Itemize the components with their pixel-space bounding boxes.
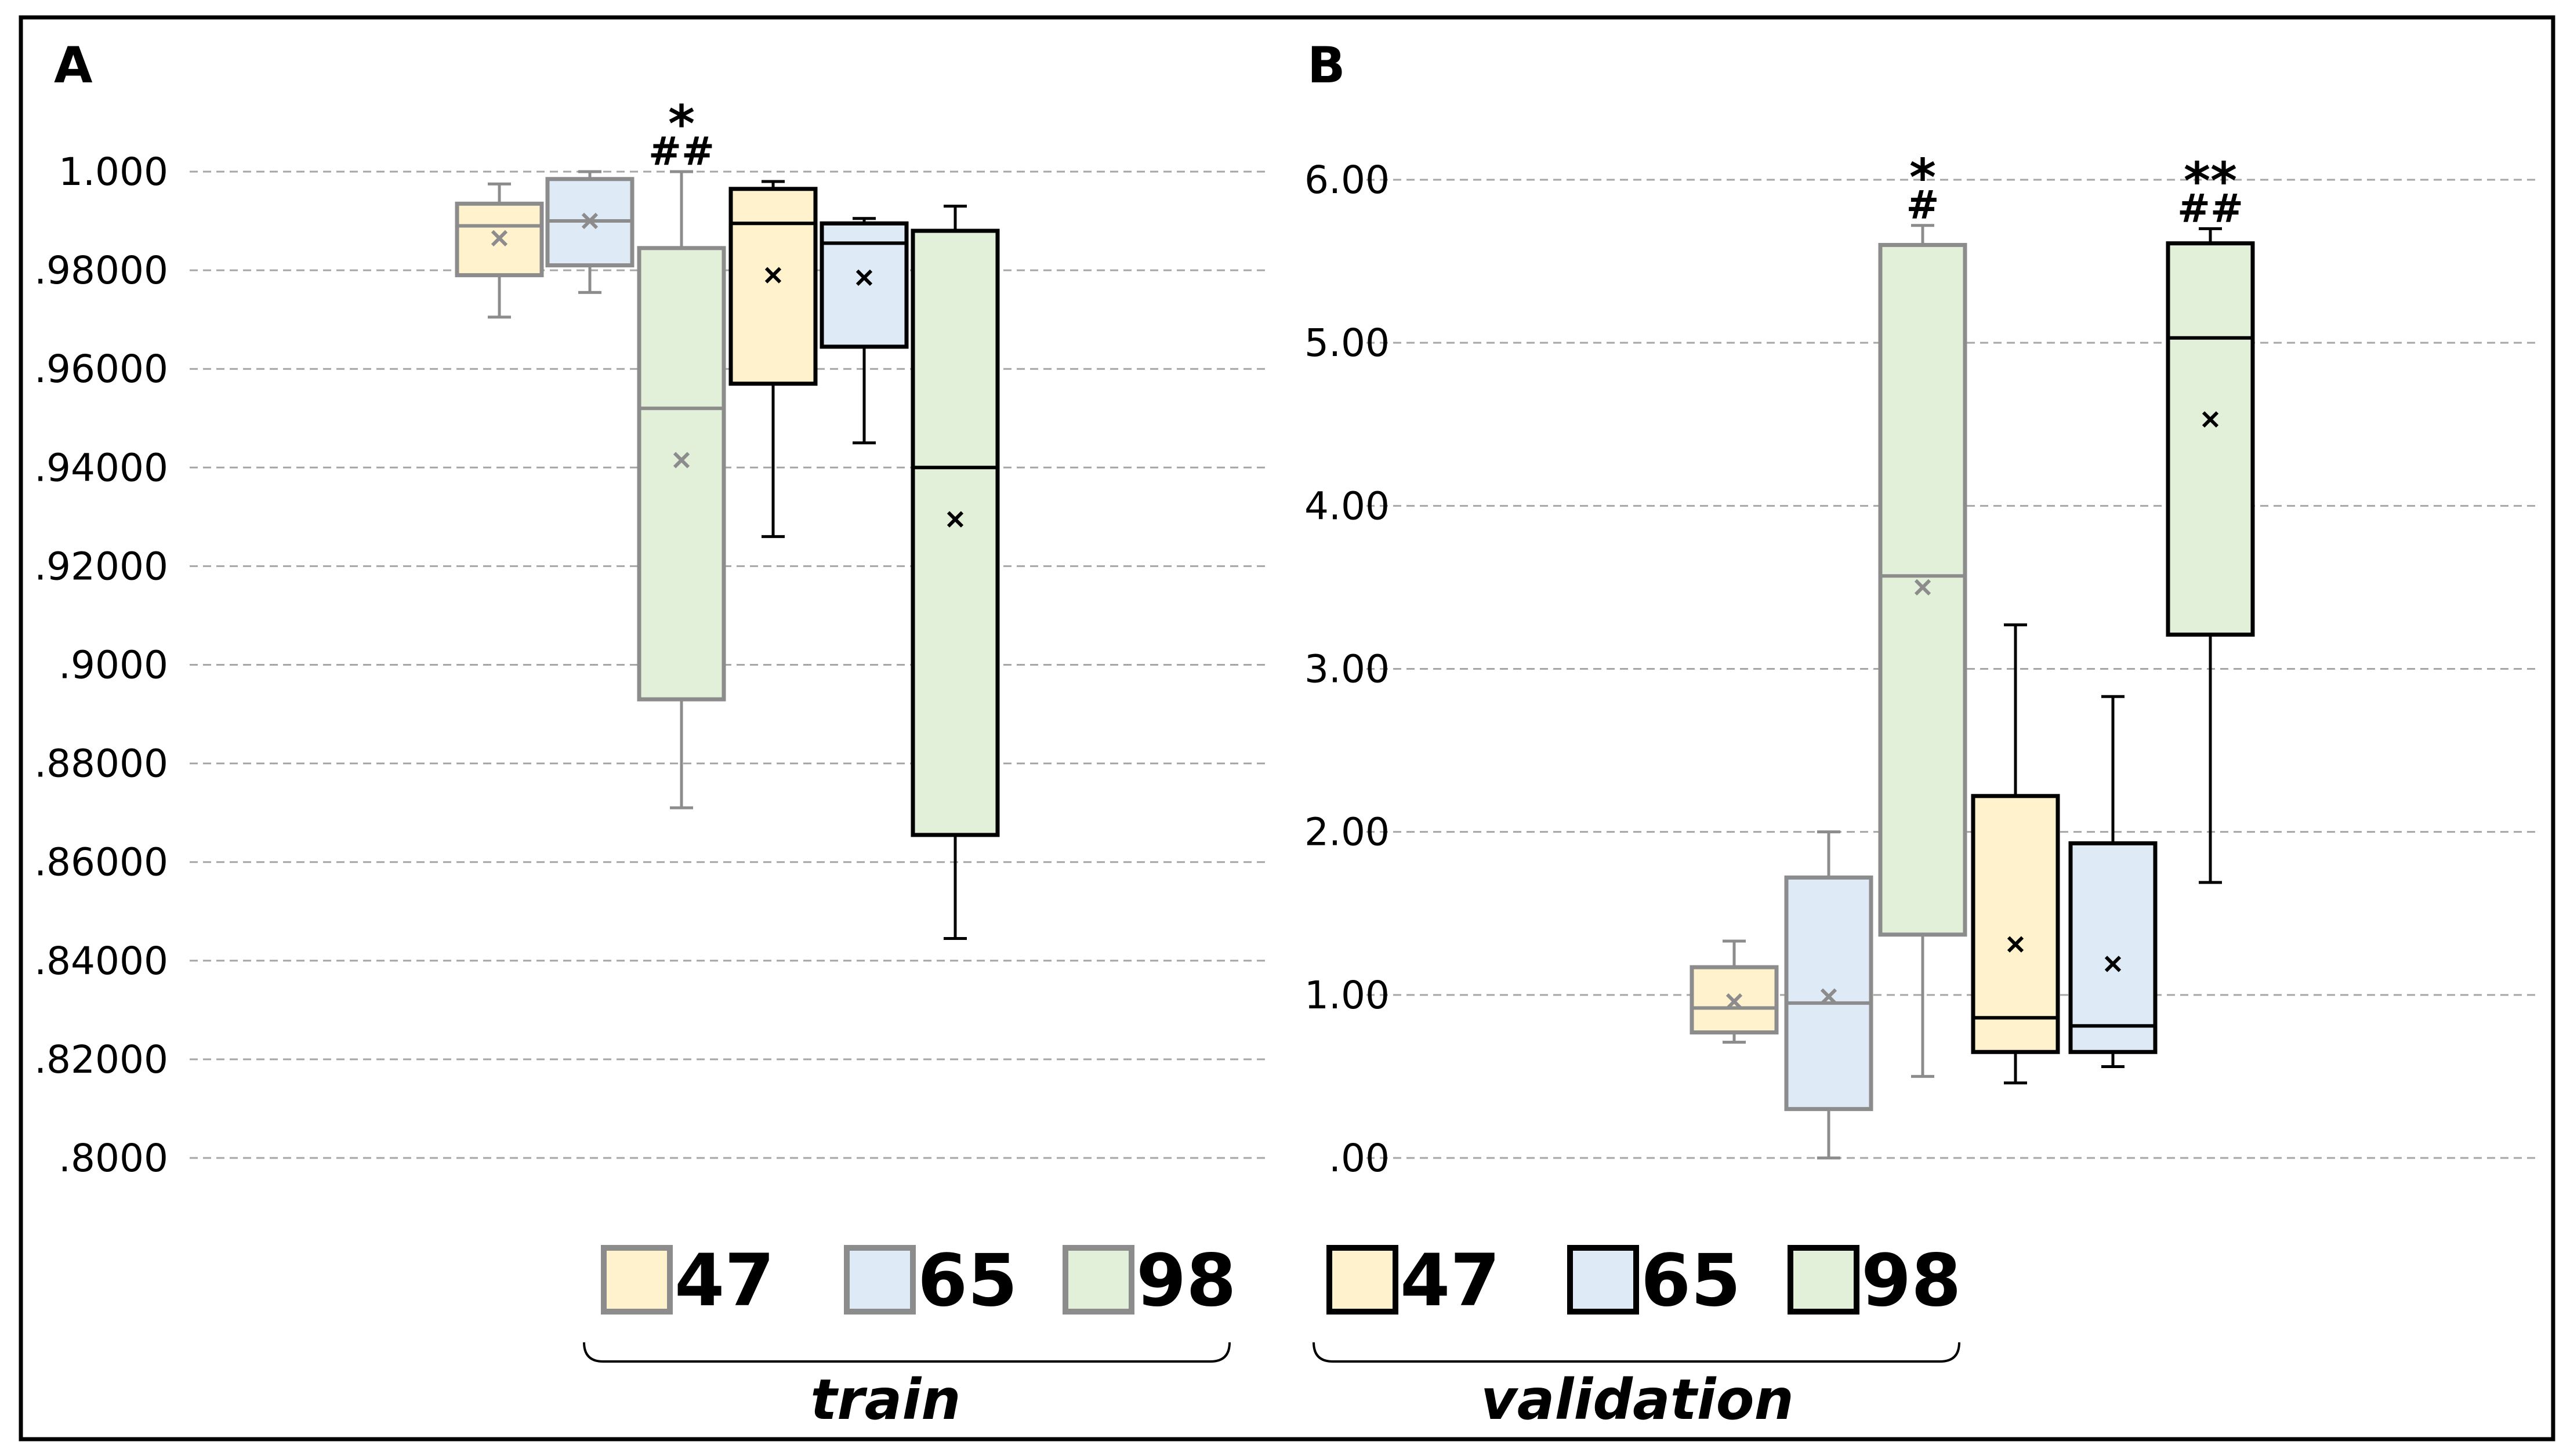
y-tick-label: .92000 (34, 544, 168, 589)
y-tick-label: .9000 (59, 643, 168, 688)
box-train-98: ##* (637, 94, 726, 809)
y-tick-label: .84000 (34, 939, 168, 983)
legend: 47 65 98 47 65 98 train validation (583, 1239, 1962, 1432)
significance-star: ** (2184, 151, 2237, 210)
mean-marker (764, 267, 782, 284)
legend-swatch-validation-65 (1567, 1245, 1639, 1315)
box-validation-98: ##** (2166, 151, 2255, 884)
panel-a-y-ticks: 1.000 .98000 .96000 .94000 .92000 .9000 .88000… (34, 150, 168, 1181)
significance-star: * (668, 94, 695, 154)
iqr-box (1784, 875, 1873, 1112)
panel-a-label: A (54, 37, 93, 95)
legend-label-validation-98: 98 (1861, 1239, 1962, 1323)
validation-bracket (1313, 1342, 1960, 1363)
iqr-box (1971, 794, 2060, 1054)
y-tick-label: 2.00 (1304, 810, 1390, 855)
mean-marker (581, 212, 599, 230)
iqr-box (728, 187, 818, 386)
legend-label-validation-65: 65 (1641, 1239, 1741, 1323)
box-validation-65 (820, 217, 909, 445)
y-tick-label: .00 (1329, 1136, 1390, 1181)
y-tick-label: .98000 (34, 248, 168, 293)
mean-marker (2007, 936, 2024, 953)
mean-marker (1725, 993, 1743, 1010)
y-tick-label: .8000 (59, 1136, 168, 1181)
mean-marker (1820, 988, 1837, 1005)
panel-b-boxes: #* ##** (1690, 148, 2255, 1160)
significance-hash: ## (2177, 186, 2243, 231)
mean-marker (491, 230, 508, 246)
mean-marker (2202, 411, 2219, 428)
mean-marker (1914, 579, 1931, 596)
box-train-47 (455, 182, 544, 319)
mean-marker (673, 452, 690, 469)
y-tick-label: 1.000 (59, 150, 168, 194)
y-tick-label: 5.00 (1304, 321, 1390, 365)
legend-label-train-98: 98 (1136, 1239, 1237, 1323)
panel-b-gridlines (1366, 179, 2537, 1159)
y-tick-label: 1.00 (1304, 973, 1390, 1018)
significance-star: * (1909, 148, 1936, 208)
significance-hash: # (1906, 183, 1939, 228)
iqr-box (911, 228, 1000, 837)
panel-a-boxes: ##* (455, 94, 1000, 941)
panel-a: A 1.000 .98000 .96000 .94000 .92000 .9000 .880… (34, 37, 1269, 1181)
iqr-box (2166, 241, 2255, 637)
panel-b-y-ticks: 6.00 5.00 4.00 3.00 2.00 1.00 .00 (1304, 158, 1390, 1181)
panel-b: B 6.00 5.00 4.00 3.00 2.00 1.00 .00 #* ##** (1304, 37, 2537, 1181)
panel-b-label: B (1307, 37, 1346, 95)
y-tick-label: .96000 (34, 347, 168, 391)
legend-swatch-validation-98 (1788, 1245, 1859, 1315)
box-train-65 (545, 170, 635, 294)
y-tick-label: 6.00 (1304, 158, 1390, 202)
mean-marker (947, 511, 964, 528)
box-train-65 (1784, 830, 1873, 1160)
iqr-box (2068, 841, 2158, 1054)
box-validation-65 (2068, 695, 2158, 1069)
y-tick-label: 3.00 (1304, 647, 1390, 692)
legend-swatch-train-98 (1063, 1245, 1134, 1315)
y-tick-label: .94000 (34, 445, 168, 490)
legend-swatch-validation-47 (1326, 1245, 1398, 1315)
legend-label-validation-47: 47 (1400, 1239, 1500, 1323)
y-tick-label: 4.00 (1304, 484, 1390, 528)
box-train-98: #* (1878, 148, 1967, 1078)
box-validation-98 (911, 205, 1000, 941)
legend-swatch-train-65 (844, 1245, 916, 1315)
y-tick-label: .82000 (34, 1037, 168, 1082)
legend-swatch-train-47 (601, 1245, 673, 1315)
y-tick-label: .88000 (34, 742, 168, 786)
validation-group-label: validation (1481, 1367, 1794, 1432)
train-bracket (583, 1342, 1231, 1363)
box-validation-47 (728, 180, 818, 538)
significance-hash: ## (648, 129, 715, 175)
mean-marker (855, 269, 873, 286)
box-train-47 (1690, 939, 1779, 1044)
iqr-box (637, 246, 726, 702)
figure-frame (19, 15, 2555, 1442)
legend-label-train-47: 47 (675, 1239, 775, 1323)
mean-marker (2104, 956, 2122, 972)
legend-label-train-65: 65 (918, 1239, 1018, 1323)
box-validation-47 (1971, 623, 2060, 1085)
train-group-label: train (810, 1367, 960, 1432)
y-tick-label: .86000 (34, 840, 168, 885)
